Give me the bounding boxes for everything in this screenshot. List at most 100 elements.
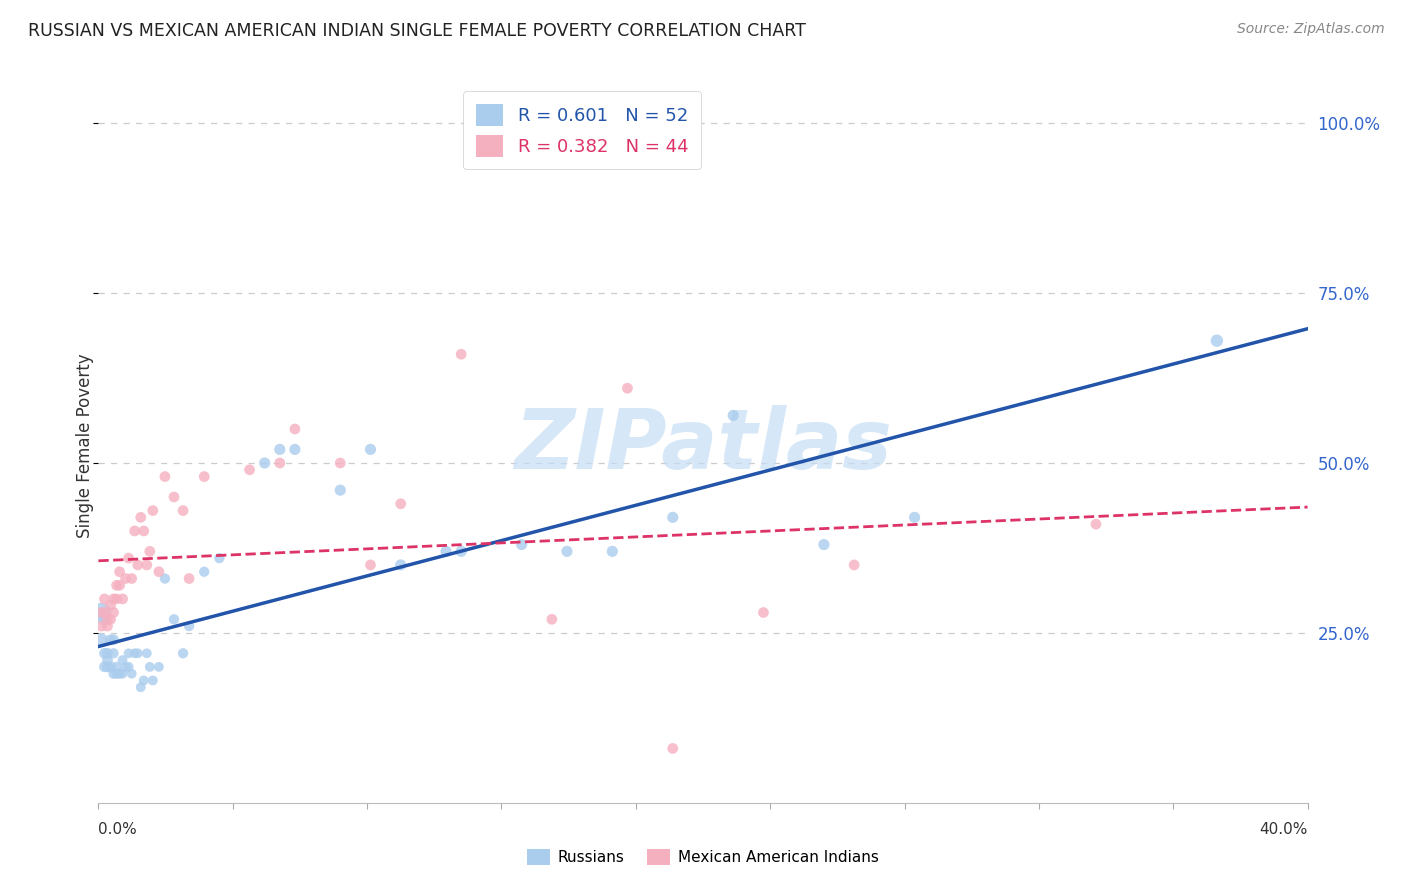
Point <box>118 551 141 566</box>
Point <box>93 591 115 606</box>
Point <box>103 646 125 660</box>
Point <box>108 578 131 592</box>
Point <box>142 673 165 688</box>
Point <box>132 673 155 688</box>
Point <box>142 503 165 517</box>
Point <box>96 646 118 660</box>
Point <box>139 544 162 558</box>
Point <box>90 606 112 620</box>
Point <box>193 565 215 579</box>
Point <box>1085 517 1108 532</box>
Point <box>105 666 128 681</box>
Point <box>114 660 136 674</box>
Point <box>100 612 122 626</box>
Text: 0.0%: 0.0% <box>98 822 138 837</box>
Point <box>540 612 562 626</box>
Point <box>93 660 115 674</box>
Point <box>135 646 157 660</box>
Point <box>90 619 112 633</box>
Point <box>103 666 125 681</box>
Point <box>813 537 835 551</box>
Point <box>100 599 122 613</box>
Point <box>124 646 146 660</box>
Point <box>616 381 638 395</box>
Point <box>602 544 624 558</box>
Point <box>127 558 149 572</box>
Point <box>105 591 128 606</box>
Point <box>284 442 307 457</box>
Point <box>93 606 115 620</box>
Point <box>108 565 131 579</box>
Point <box>90 632 112 647</box>
Point <box>105 660 128 674</box>
Point <box>172 503 194 517</box>
Point <box>662 510 685 524</box>
Point <box>111 591 134 606</box>
Point <box>129 510 152 524</box>
Point <box>239 463 262 477</box>
Point <box>662 741 685 756</box>
Point <box>172 646 194 660</box>
Point <box>121 666 143 681</box>
Point <box>904 510 927 524</box>
Point <box>389 558 412 572</box>
Point <box>93 646 115 660</box>
Point <box>163 612 186 626</box>
Point <box>139 660 162 674</box>
Point <box>148 565 170 579</box>
Point <box>163 490 186 504</box>
Point <box>208 551 231 566</box>
Point <box>844 558 866 572</box>
Point <box>329 456 352 470</box>
Point <box>90 606 112 620</box>
Point <box>96 660 118 674</box>
Point <box>100 660 122 674</box>
Point <box>118 646 141 660</box>
Point <box>111 666 134 681</box>
Point <box>179 572 201 586</box>
Legend: Russians, Mexican American Indians: Russians, Mexican American Indians <box>522 843 884 871</box>
Point <box>114 572 136 586</box>
Point <box>132 524 155 538</box>
Point <box>450 347 472 361</box>
Text: 40.0%: 40.0% <box>1260 822 1308 837</box>
Point <box>135 558 157 572</box>
Point <box>434 544 457 558</box>
Point <box>193 469 215 483</box>
Point <box>121 572 143 586</box>
Point <box>389 497 412 511</box>
Text: Source: ZipAtlas.com: Source: ZipAtlas.com <box>1237 22 1385 37</box>
Point <box>179 619 201 633</box>
Point <box>111 653 134 667</box>
Point <box>108 666 131 681</box>
Point <box>103 591 125 606</box>
Legend: R = 0.601   N = 52, R = 0.382   N = 44: R = 0.601 N = 52, R = 0.382 N = 44 <box>464 91 700 169</box>
Point <box>329 483 352 498</box>
Y-axis label: Single Female Poverty: Single Female Poverty <box>76 354 94 538</box>
Point <box>129 680 152 694</box>
Point <box>269 442 291 457</box>
Point <box>153 469 176 483</box>
Point <box>723 409 745 423</box>
Point <box>253 456 276 470</box>
Text: RUSSIAN VS MEXICAN AMERICAN INDIAN SINGLE FEMALE POVERTY CORRELATION CHART: RUSSIAN VS MEXICAN AMERICAN INDIAN SINGL… <box>28 22 806 40</box>
Point <box>752 606 775 620</box>
Point <box>105 578 128 592</box>
Point <box>360 558 382 572</box>
Point <box>127 646 149 660</box>
Point <box>103 632 125 647</box>
Point <box>96 653 118 667</box>
Point <box>96 619 118 633</box>
Point <box>450 544 472 558</box>
Point <box>360 442 382 457</box>
Point <box>510 537 533 551</box>
Point <box>284 422 307 436</box>
Text: ZIPatlas: ZIPatlas <box>515 406 891 486</box>
Point <box>103 606 125 620</box>
Point <box>555 544 578 558</box>
Point <box>93 612 115 626</box>
Point <box>1206 334 1229 348</box>
Point <box>124 524 146 538</box>
Point <box>118 660 141 674</box>
Point <box>269 456 291 470</box>
